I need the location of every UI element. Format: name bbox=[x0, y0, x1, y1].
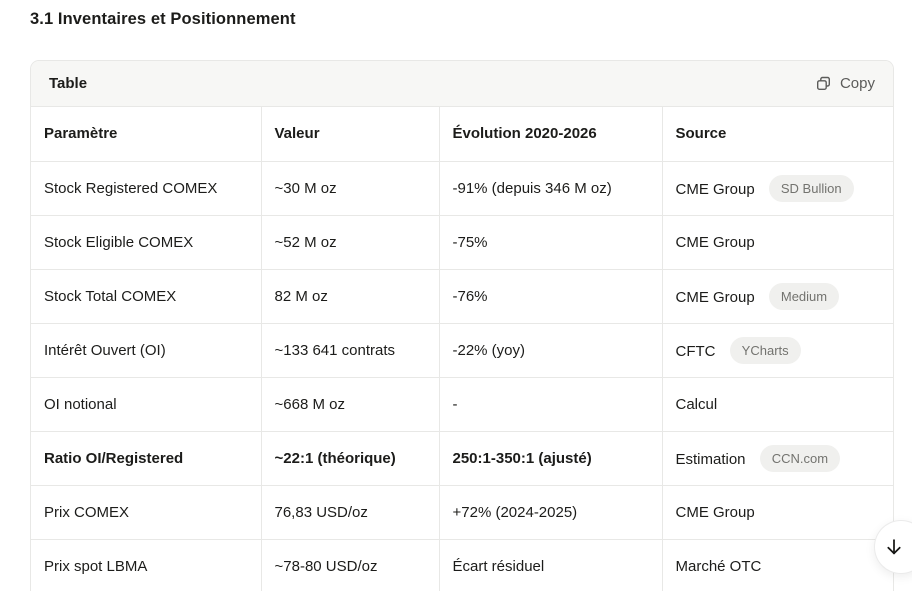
cell-parametre: Stock Registered COMEX bbox=[31, 160, 262, 215]
cell-valeur: ~30 M oz bbox=[261, 160, 440, 215]
cell-source: CME Group bbox=[662, 214, 893, 269]
copy-button-label: Copy bbox=[839, 75, 875, 92]
column-header-source: Source bbox=[675, 125, 727, 143]
cell-parametre: Prix COMEX bbox=[31, 484, 262, 539]
cell-valeur: ~22:1 (théorique) bbox=[261, 430, 440, 485]
table-card-header: Table Copy bbox=[31, 61, 893, 107]
column-header-parametre: Paramètre bbox=[31, 107, 262, 161]
table-row: Prix COMEX 76,83 USD/oz +72% (2024-2025)… bbox=[31, 484, 893, 539]
section-title: 3.1 Inventaires et Positionnement bbox=[30, 10, 296, 28]
table-card-title: Table bbox=[49, 75, 88, 92]
table-row: Prix spot LBMA ~78-80 USD/oz Écart résid… bbox=[31, 538, 893, 591]
copy-icon bbox=[815, 75, 832, 92]
cell-parametre: Intérêt Ouvert (OI) bbox=[31, 322, 262, 377]
source-text: CME Group bbox=[675, 180, 755, 198]
cell-source: CFTC YCharts bbox=[662, 322, 893, 377]
source-text: Estimation bbox=[675, 450, 746, 468]
table-row: Stock Eligible COMEX ~52 M oz -75% CME G… bbox=[31, 214, 893, 269]
cell-evolution: +72% (2024-2025) bbox=[439, 484, 663, 539]
cell-source: Estimation CCN.com bbox=[662, 430, 893, 485]
source-badge[interactable]: SD Bullion bbox=[768, 174, 854, 202]
column-header-valeur: Valeur bbox=[261, 107, 440, 161]
table-row: Stock Registered COMEX ~30 M oz -91% (de… bbox=[31, 160, 893, 215]
scroll-to-bottom-button[interactable] bbox=[874, 520, 912, 574]
source-badge[interactable]: CCN.com bbox=[759, 444, 841, 472]
table-row: Ratio OI/Registered ~22:1 (théorique) 25… bbox=[31, 430, 893, 485]
cell-source: Calcul bbox=[662, 376, 893, 431]
source-text: CME Group bbox=[675, 233, 755, 251]
source-text: CME Group bbox=[675, 503, 755, 521]
cell-valeur: ~668 M oz bbox=[261, 376, 440, 431]
table-row: OI notional ~668 M oz - Calcul bbox=[31, 376, 893, 431]
source-text: CME Group bbox=[675, 288, 755, 306]
cell-evolution: -22% (yoy) bbox=[439, 322, 663, 377]
table-header-row: Paramètre Valeur Évolution 2020-2026 Sou… bbox=[31, 107, 893, 161]
cell-parametre: OI notional bbox=[31, 376, 262, 431]
column-header-evolution: Évolution 2020-2026 bbox=[439, 107, 663, 161]
cell-valeur: ~133 641 contrats bbox=[261, 322, 440, 377]
source-badge[interactable]: YCharts bbox=[729, 336, 801, 364]
source-badge[interactable]: Medium bbox=[768, 282, 840, 310]
down-arrow-icon bbox=[883, 536, 912, 558]
source-text: Calcul bbox=[675, 395, 718, 413]
cell-parametre: Prix spot LBMA bbox=[31, 538, 262, 591]
table-card: Table Copy Paramètre Valeur Évolution 20… bbox=[30, 60, 894, 591]
source-text: Marché OTC bbox=[675, 557, 762, 575]
cell-evolution: -76% bbox=[439, 268, 663, 323]
cell-evolution: - bbox=[439, 376, 663, 431]
cell-parametre: Stock Eligible COMEX bbox=[31, 214, 262, 269]
cell-valeur: 82 M oz bbox=[261, 268, 440, 323]
data-table: Paramètre Valeur Évolution 2020-2026 Sou… bbox=[31, 107, 893, 591]
cell-valeur: 76,83 USD/oz bbox=[261, 484, 440, 539]
cell-valeur: ~78-80 USD/oz bbox=[261, 538, 440, 591]
cell-parametre: Ratio OI/Registered bbox=[31, 430, 262, 485]
source-text: CFTC bbox=[675, 342, 716, 360]
cell-evolution: -91% (depuis 346 M oz) bbox=[439, 160, 663, 215]
copy-button[interactable]: Copy bbox=[815, 71, 875, 96]
cell-evolution: -75% bbox=[439, 214, 663, 269]
table-row: Stock Total COMEX 82 M oz -76% CME Group… bbox=[31, 268, 893, 323]
cell-evolution: 250:1-350:1 (ajusté) bbox=[439, 430, 663, 485]
cell-valeur: ~52 M oz bbox=[261, 214, 440, 269]
cell-evolution: Écart résiduel bbox=[439, 538, 663, 591]
table-row: Intérêt Ouvert (OI) ~133 641 contrats -2… bbox=[31, 322, 893, 377]
cell-source: CME Group SD Bullion bbox=[662, 160, 893, 215]
cell-source: CME Group bbox=[662, 484, 893, 539]
cell-source: CME Group Medium bbox=[662, 268, 893, 323]
cell-source: Marché OTC bbox=[662, 538, 893, 591]
cell-parametre: Stock Total COMEX bbox=[31, 268, 262, 323]
